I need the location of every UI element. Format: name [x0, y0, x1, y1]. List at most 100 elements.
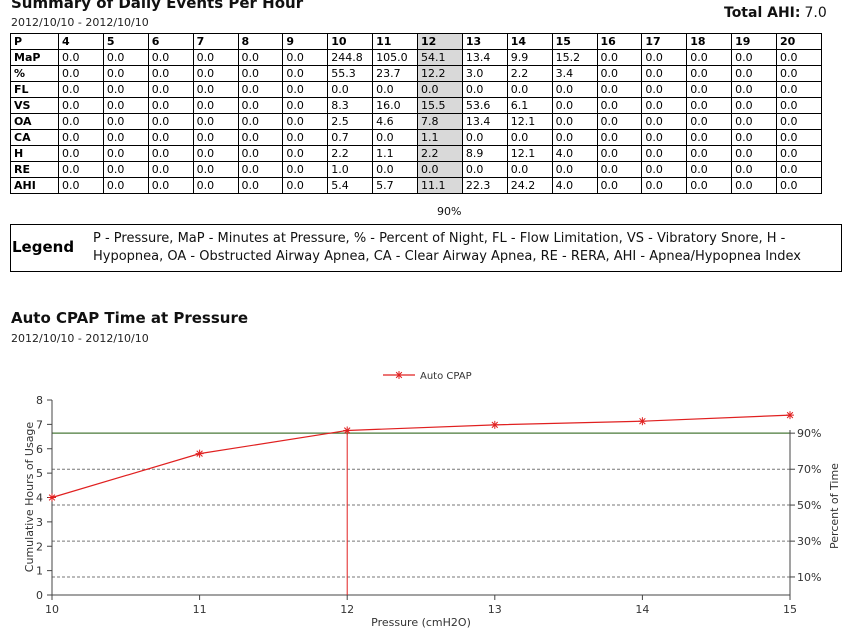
table-cell: 0.0 [596, 145, 643, 162]
table-cell: 54.1 [417, 49, 463, 66]
table-cell: 0.0 [102, 113, 149, 130]
table-row: MaP 0.0 0.0 0.0 0.0 0.0 0.0 244.8 105.0 54.1 13.4 9… [10, 49, 822, 66]
table-cell: 0.0 [596, 177, 643, 194]
table-cell: 0.0 [731, 145, 777, 162]
table-cell: 0.0 [192, 129, 239, 146]
column-header: 18 [686, 33, 733, 50]
table-cell: 0.0 [237, 161, 284, 178]
table-cell: 0.0 [551, 81, 598, 98]
table-cell: 0.0 [731, 49, 777, 66]
table-cell: 0.0 [102, 177, 149, 194]
table-row: VS 0.0 0.0 0.0 0.0 0.0 0.0 8.3 16.0 15.5 53.6 6.1 0.… [10, 97, 822, 114]
table-cell: 7.8 [417, 113, 463, 130]
row-header: AHI [10, 177, 59, 194]
row-header: VS [10, 97, 59, 114]
table-cell: 0.0 [282, 65, 329, 82]
table-cell: 0.0 [192, 145, 239, 162]
table-cell: 15.5 [417, 97, 463, 114]
table-cell: 0.0 [192, 161, 239, 178]
table-row: OA 0.0 0.0 0.0 0.0 0.0 0.0 2.5 4.6 7.8 13.4 12.1 0.0… [10, 113, 822, 130]
table-cell: 0.7 [327, 129, 374, 146]
table-cell: 0.0 [102, 161, 149, 178]
table-cell: 0.0 [686, 161, 733, 178]
table-cell: 0.0 [641, 49, 688, 66]
marker-stroke [491, 421, 499, 429]
table-cell: 6.1 [506, 97, 553, 114]
table-cell: 0.0 [147, 161, 194, 178]
table-cell: 0.0 [731, 129, 777, 146]
table-cell: 1.1 [417, 129, 463, 146]
table-cell: 0.0 [282, 145, 329, 162]
table-cell: 0.0 [58, 65, 104, 82]
x-tick-label: 13 [488, 603, 502, 616]
x-tick-label: 15 [783, 603, 797, 616]
y-tick-label: 5 [36, 467, 43, 480]
table-cell: 0.0 [58, 161, 104, 178]
column-header: 8 [237, 33, 284, 50]
legend-box: Legend P - Pressure, MaP - Minutes at Pr… [10, 224, 842, 272]
y-tick-label: 4 [36, 492, 43, 505]
table-cell: 0.0 [282, 49, 329, 66]
table-cell: 0.0 [641, 97, 688, 114]
table-cell: 0.0 [641, 81, 688, 98]
table-cell: 0.0 [147, 97, 194, 114]
table-cell: 0.0 [237, 81, 284, 98]
table-header-row: P 4 5 6 7 8 9 10 11 12 13 14 15 16 17 18 19 20 [10, 33, 822, 50]
right-tick-label: 70% [797, 463, 821, 476]
marker-stroke [639, 417, 646, 425]
table-cell: 0.0 [237, 97, 284, 114]
table-cell: 0.0 [776, 113, 822, 130]
row-header: OA [10, 113, 59, 130]
table-cell: 0.0 [641, 177, 688, 194]
y-tick-label: 8 [36, 394, 43, 407]
table-cell: 0.0 [641, 161, 688, 178]
y-tick-label: 6 [36, 443, 43, 456]
data-point [638, 417, 647, 426]
column-header: 20 [776, 33, 822, 50]
column-header: 5 [102, 33, 149, 50]
table-cell: 0.0 [58, 81, 104, 98]
table-cell: 0.0 [282, 113, 329, 130]
table-cell: 0.0 [551, 97, 598, 114]
table-cell: 0.0 [731, 97, 777, 114]
y-tick-label: 7 [36, 418, 43, 431]
right-tick-label: 10% [797, 571, 821, 584]
table-cell: 0.0 [776, 129, 822, 146]
table-cell: 4.0 [551, 177, 598, 194]
table-cell: 2.2 [417, 145, 463, 162]
table-row: CA 0.0 0.0 0.0 0.0 0.0 0.0 0.7 0.0 1.1 0.0 0.0 0.0 0.… [10, 129, 822, 146]
table-row: % 0.0 0.0 0.0 0.0 0.0 0.0 55.3 23.7 12.2 3.0 2.2 3.4… [10, 65, 822, 82]
table-cell: 0.0 [282, 81, 329, 98]
table-cell: 5.4 [327, 177, 374, 194]
table-cell: 0.0 [596, 129, 643, 146]
table-row: AHI 0.0 0.0 0.0 0.0 0.0 0.0 5.4 5.7 11.1 22.3 24.2 4… [10, 177, 822, 194]
table-cell: 0.0 [686, 97, 733, 114]
table-cell: 5.7 [372, 177, 418, 194]
table-cell: 0.0 [192, 49, 239, 66]
table-cell: 22.3 [461, 177, 508, 194]
x-tick-label: 10 [45, 603, 59, 616]
table-cell: 0.0 [237, 145, 284, 162]
table-cell: 0.0 [102, 49, 149, 66]
table-cell: 0.0 [192, 81, 239, 98]
series-line-auto-cpap [51, 414, 791, 499]
chart-title: Auto CPAP Time at Pressure [11, 309, 249, 327]
column-header: P [10, 33, 59, 50]
table-cell: 0.0 [102, 129, 149, 146]
table-cell: 0.0 [686, 145, 733, 162]
table-cell: 0.0 [58, 177, 104, 194]
column-header: 7 [192, 33, 239, 50]
percentile-label: 90% [437, 205, 462, 218]
table-cell: 0.0 [641, 145, 688, 162]
table-cell: 0.0 [596, 161, 643, 178]
table-cell: 12.2 [417, 65, 463, 82]
table-cell: 4.6 [372, 113, 418, 130]
table-cell: 0.0 [461, 81, 508, 98]
table-cell: 0.0 [686, 49, 733, 66]
legend-title: Legend [12, 238, 75, 256]
table-cell: 12.1 [506, 145, 553, 162]
table-cell: 13.4 [461, 49, 508, 66]
table-cell: 0.0 [147, 113, 194, 130]
x-tick-label: 12 [340, 603, 354, 616]
marker-stroke [343, 427, 351, 434]
